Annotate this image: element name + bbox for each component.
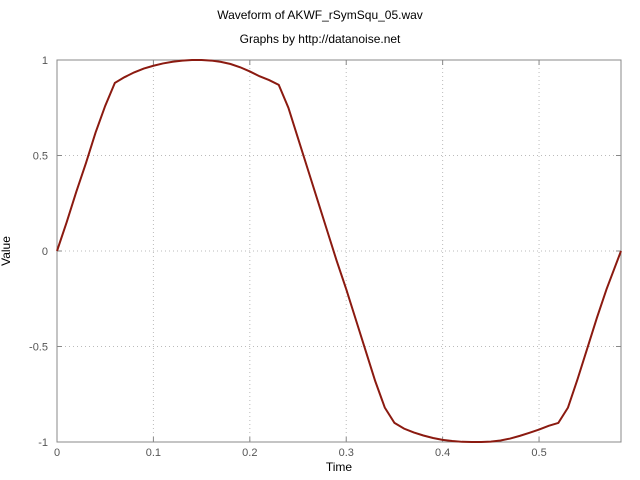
y-axis-label: Value xyxy=(0,236,13,266)
grid xyxy=(57,60,621,442)
x-axis-label: Time xyxy=(326,460,353,474)
y-tick-label: 0.5 xyxy=(33,151,48,163)
x-tick-label: 0.3 xyxy=(339,447,354,459)
chart-subtitle: Graphs by http://datanoise.net xyxy=(239,32,401,46)
y-tick-label: -1 xyxy=(38,437,48,449)
x-tick-label: 0.1 xyxy=(146,447,161,459)
y-tick-label: 1 xyxy=(42,55,48,67)
x-tick-label: 0.4 xyxy=(435,447,450,459)
x-tick-label: 0.2 xyxy=(242,447,257,459)
axis-ticks: 0 0.1 0.2 0.3 0.4 0.5 1 0.5 0 -0.5 -1 xyxy=(29,55,621,459)
y-tick-label: 0 xyxy=(42,246,48,258)
x-tick-label: 0.5 xyxy=(531,447,546,459)
y-tick-label: -0.5 xyxy=(29,342,48,354)
chart-title: Waveform of AKWF_rSymSqu_05.wav xyxy=(217,8,423,22)
waveform-line xyxy=(56,59,622,443)
x-tick-label: 0 xyxy=(54,447,60,459)
